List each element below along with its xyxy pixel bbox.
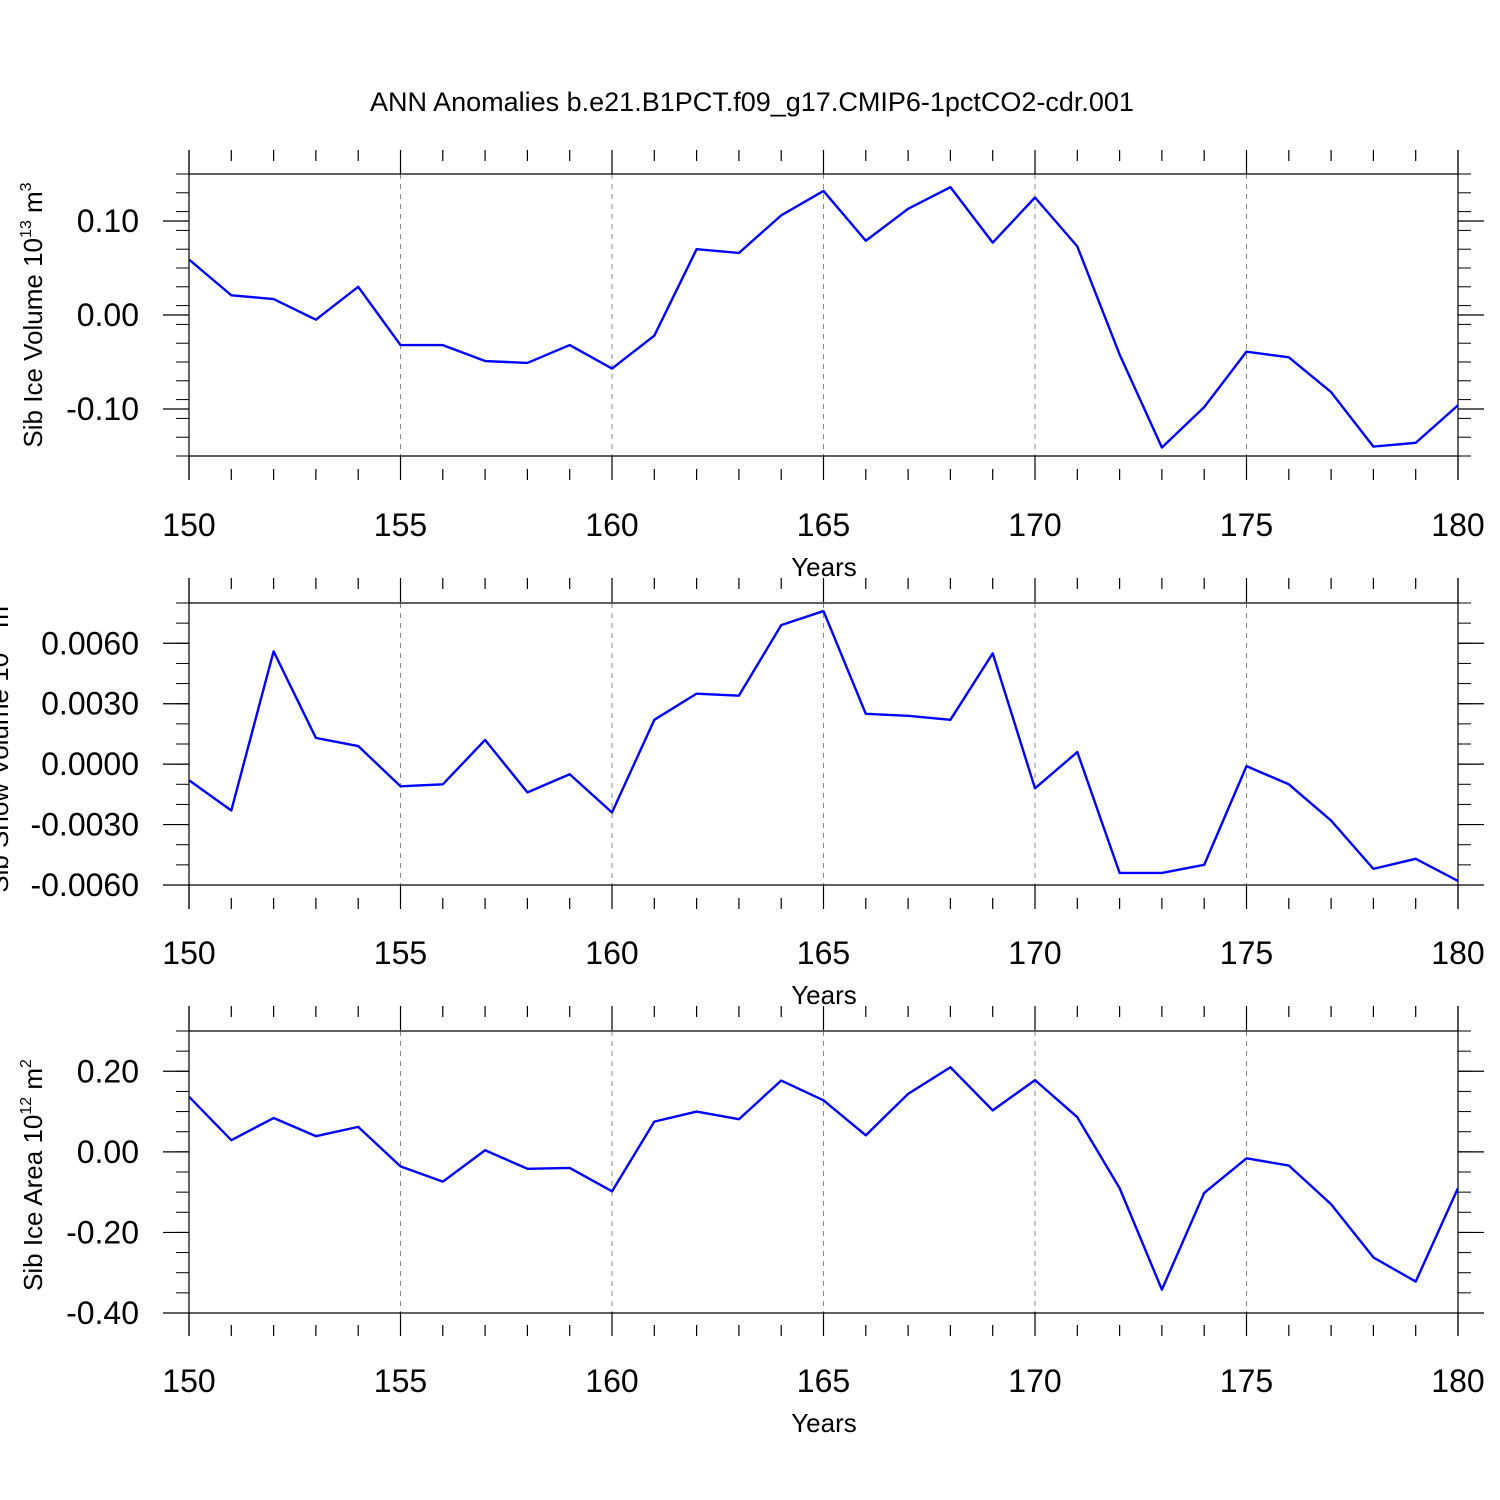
x-tick-label: 165 — [797, 507, 850, 543]
y-tick-label: 0.0000 — [41, 746, 139, 782]
y-tick-label: -0.10 — [66, 391, 139, 427]
x-tick-label: 160 — [585, 507, 638, 543]
y-axis-title: Sib Snow Volume 1013 m3 — [0, 597, 14, 893]
y-axis-title: Sib Ice Volume 1013 m3 — [18, 182, 48, 447]
x-axis-title: Years — [791, 980, 857, 1010]
x-tick-label: 155 — [374, 1363, 427, 1399]
x-tick-label: 175 — [1220, 935, 1273, 971]
y-tick-label: 0.00 — [77, 297, 139, 333]
x-tick-label: 150 — [162, 507, 215, 543]
x-axis-title: Years — [791, 552, 857, 582]
x-tick-label: 180 — [1431, 1363, 1484, 1399]
y-tick-label: -0.40 — [66, 1295, 139, 1331]
x-tick-label: 170 — [1008, 507, 1061, 543]
x-tick-label: 170 — [1008, 1363, 1061, 1399]
y-tick-label: -0.0060 — [30, 867, 139, 903]
x-tick-label: 170 — [1008, 935, 1061, 971]
x-tick-label: 155 — [374, 507, 427, 543]
x-tick-label: 155 — [374, 935, 427, 971]
figure-title: ANN Anomalies b.e21.B1PCT.f09_g17.CMIP6-… — [370, 87, 1134, 117]
x-tick-label: 175 — [1220, 507, 1273, 543]
panel-2: -0.0060 -0.0030 0.0000 0.0030 0.0060 150 155 16… — [0, 578, 1485, 1010]
x-tick-label: 165 — [797, 1363, 850, 1399]
panel-1: -0.10 0.00 0.10 150 155 160 165 170 175 180 Years S… — [18, 150, 1485, 582]
y-tick-label: 0.10 — [77, 203, 139, 239]
y-tick-label: 0.00 — [77, 1134, 139, 1170]
x-tick-label: 180 — [1431, 507, 1484, 543]
x-axis-title: Years — [791, 1408, 857, 1438]
y-tick-label: 0.0060 — [41, 625, 139, 661]
x-tick-label: 150 — [162, 1363, 215, 1399]
x-tick-label: 150 — [162, 935, 215, 971]
y-tick-label: -0.20 — [66, 1214, 139, 1250]
y-axis-title: Sib Ice Area 1012 m2 — [18, 1059, 48, 1291]
y-tick-label: 0.0030 — [41, 686, 139, 722]
x-tick-label: 160 — [585, 935, 638, 971]
panels: -0.10 0.00 0.10 150 155 160 165 170 175 180 Years S… — [0, 150, 1485, 1438]
y-tick-label: -0.0030 — [30, 807, 139, 843]
x-tick-label: 175 — [1220, 1363, 1273, 1399]
panel-3: -0.40 -0.20 0.00 0.20 150 155 160 165 170 175 180 Y… — [18, 1006, 1485, 1438]
y-tick-label: 0.20 — [77, 1053, 139, 1089]
x-tick-label: 165 — [797, 935, 850, 971]
series-line — [189, 1066, 1458, 1291]
x-tick-label: 180 — [1431, 935, 1484, 971]
x-tick-label: 160 — [585, 1363, 638, 1399]
